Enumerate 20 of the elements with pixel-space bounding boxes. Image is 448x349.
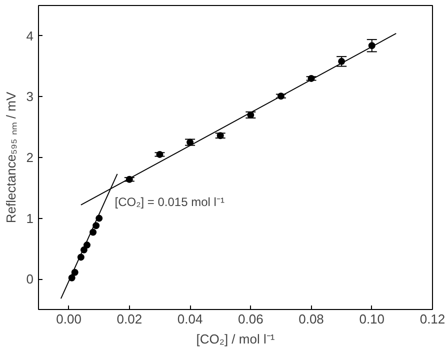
point — [92, 222, 100, 230]
point — [156, 150, 164, 158]
x-tick-label: 0.02 — [116, 312, 142, 326]
x-tick-label: 0.08 — [298, 312, 324, 326]
y-tick-label: 1 — [26, 210, 34, 226]
point — [216, 132, 224, 140]
x-axis-title: [CO₂] / mol l⁻¹ — [196, 332, 276, 346]
y-tick-label: 2 — [26, 150, 34, 165]
y-tick-label: 0 — [26, 272, 34, 287]
annotation: [CO₂] = 0.015 mol l⁻¹ — [114, 194, 224, 209]
y-axis-title: Reflectance₅₉₅ ₙₘ / mV — [3, 92, 18, 224]
point — [186, 138, 194, 146]
point — [247, 111, 254, 118]
x-tick-label: 0.00 — [56, 312, 82, 326]
x-tick-label: 0.04 — [177, 312, 203, 326]
x-tick-label: 0.12 — [420, 312, 446, 326]
y-tick-label: 4 — [26, 28, 34, 44]
x-tick-label: 0.06 — [238, 312, 264, 326]
x-tick-label: 0.10 — [359, 312, 385, 326]
y-tick-label: 3 — [26, 89, 34, 104]
